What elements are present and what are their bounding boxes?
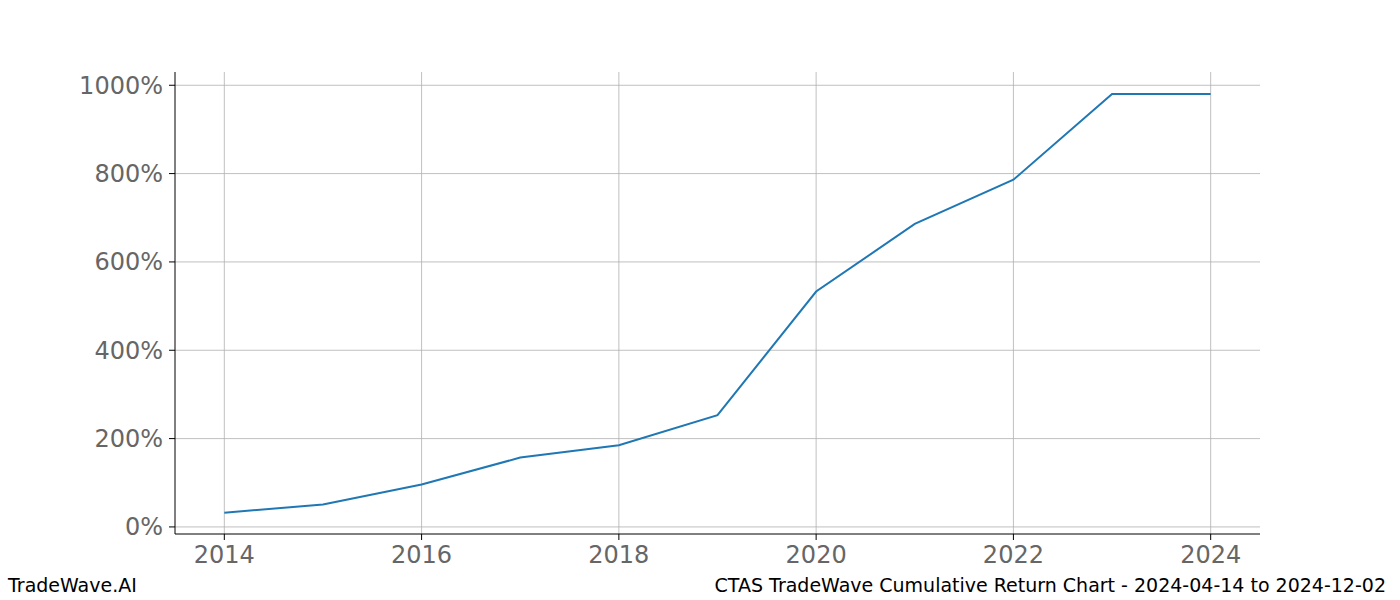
svg-text:2016: 2016	[391, 541, 452, 569]
svg-text:1000%: 1000%	[79, 72, 163, 100]
svg-text:2022: 2022	[983, 541, 1044, 569]
svg-text:400%: 400%	[94, 337, 163, 365]
svg-text:2020: 2020	[786, 541, 847, 569]
html-text:CTAS TradeWave Cumulative Retu: CTAS TradeWave Cumulative Return Chart -…	[714, 574, 1386, 596]
svg-text:0%: 0%	[125, 513, 163, 541]
svg-text:2018: 2018	[588, 541, 649, 569]
svg-text:2014: 2014	[194, 541, 255, 569]
svg-text:2024: 2024	[1180, 541, 1241, 569]
svg-text:600%: 600%	[94, 248, 163, 276]
svg-text:200%: 200%	[94, 425, 163, 453]
svg-text:800%: 800%	[94, 160, 163, 188]
html-text:TradeWave.AI: TradeWave.AI	[8, 574, 137, 596]
